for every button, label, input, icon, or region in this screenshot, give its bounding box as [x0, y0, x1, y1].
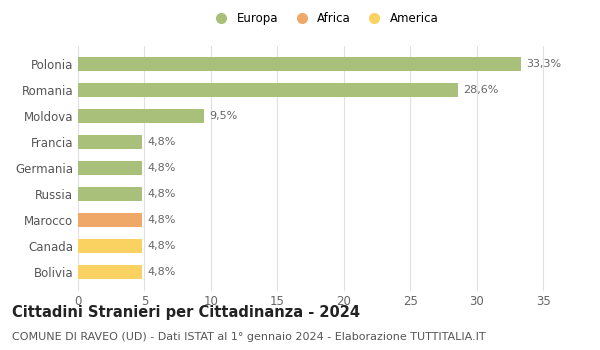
Text: 4,8%: 4,8% — [147, 189, 176, 199]
Text: 4,8%: 4,8% — [147, 163, 176, 173]
Bar — [78, 57, 521, 71]
Text: 9,5%: 9,5% — [209, 111, 238, 121]
Text: 28,6%: 28,6% — [464, 85, 499, 95]
Bar — [78, 83, 458, 97]
Legend: Europa, Africa, America: Europa, Africa, America — [205, 7, 443, 30]
Bar — [78, 265, 142, 279]
Bar — [78, 161, 142, 175]
Text: Cittadini Stranieri per Cittadinanza - 2024: Cittadini Stranieri per Cittadinanza - 2… — [12, 304, 360, 320]
Text: COMUNE DI RAVEO (UD) - Dati ISTAT al 1° gennaio 2024 - Elaborazione TUTTITALIA.I: COMUNE DI RAVEO (UD) - Dati ISTAT al 1° … — [12, 332, 485, 343]
Bar — [78, 109, 205, 123]
Text: 4,8%: 4,8% — [147, 215, 176, 225]
Text: 33,3%: 33,3% — [526, 59, 561, 69]
Bar — [78, 213, 142, 227]
Text: 4,8%: 4,8% — [147, 267, 176, 277]
Bar — [78, 187, 142, 201]
Bar — [78, 135, 142, 149]
Text: 4,8%: 4,8% — [147, 241, 176, 251]
Text: 4,8%: 4,8% — [147, 137, 176, 147]
Bar — [78, 239, 142, 253]
